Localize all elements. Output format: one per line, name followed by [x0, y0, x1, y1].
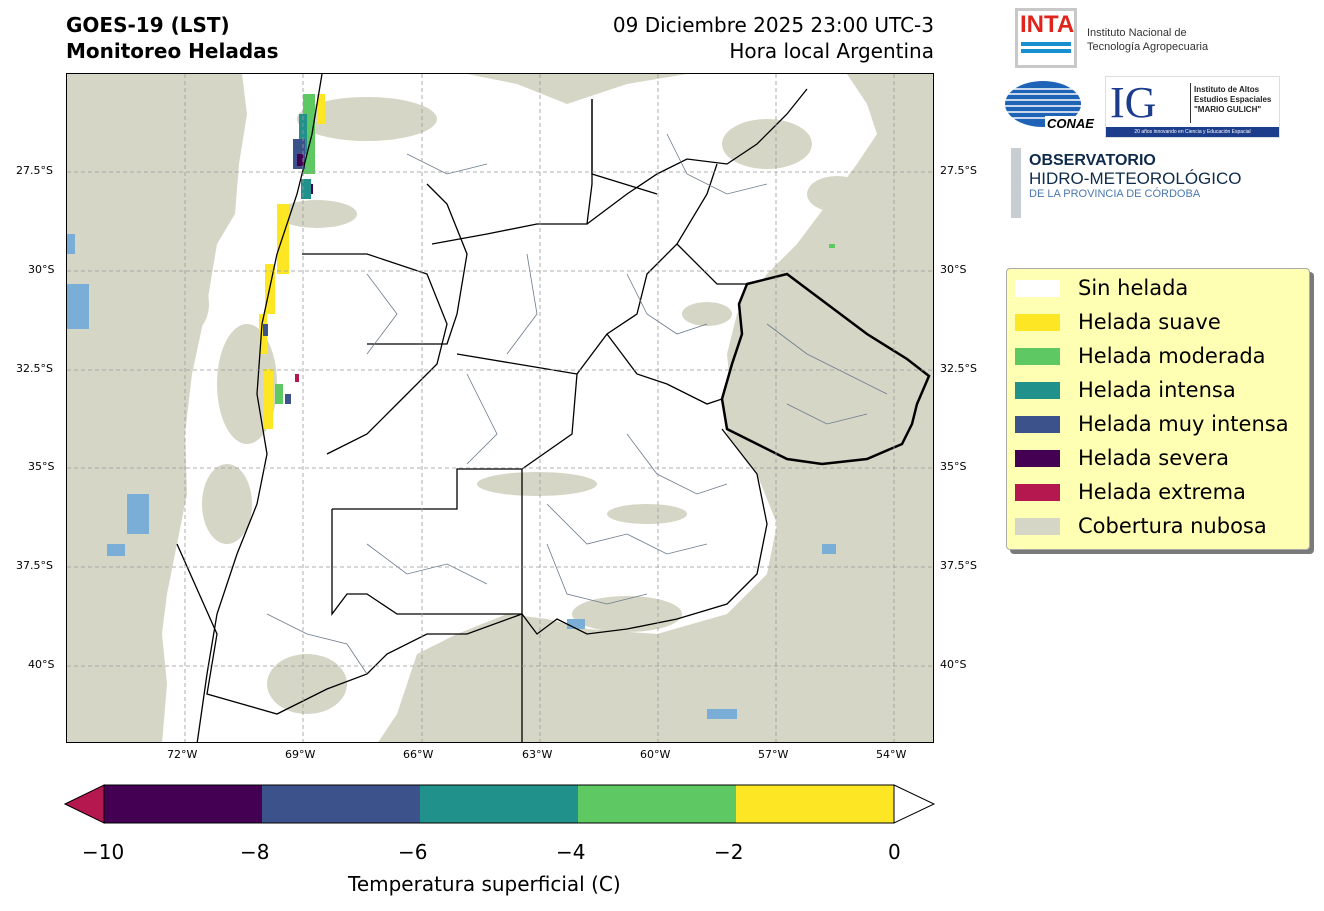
lat-label-left: 27.5°S — [16, 164, 53, 177]
lat-label-right: 40°S — [940, 658, 967, 671]
map-datetime: 09 Diciembre 2025 23:00 UTC-3 Hora local… — [613, 12, 934, 64]
ig-wordmark: IG — [1110, 78, 1157, 127]
colorbar-segment — [736, 785, 894, 823]
inta-name-line2: Tecnología Agropecuaria — [1087, 41, 1209, 53]
colorbar-tick: −8 — [240, 840, 270, 864]
legend-label: Helada moderada — [1078, 344, 1266, 368]
colorbar-segment — [104, 785, 262, 823]
legend-swatch — [1015, 313, 1060, 331]
province-borders — [176, 74, 808, 742]
datetime-line-2: Hora local Argentina — [729, 39, 934, 63]
legend-item: Cobertura nubosa — [1015, 511, 1267, 541]
uruguay-region — [720, 272, 931, 466]
colorbar-tick: 0 — [888, 840, 901, 864]
title-line-2: Monitoreo Heladas — [66, 39, 279, 63]
colorbar-svg — [63, 784, 936, 824]
legend-label: Helada suave — [1078, 310, 1221, 334]
inta-wordmark: INTA — [1020, 11, 1075, 38]
ig-name-line3: "MARIO GULICH" — [1194, 105, 1262, 114]
legend-swatch — [1015, 415, 1060, 433]
legend-item: Helada intensa — [1015, 375, 1236, 405]
frost-legend: Sin helada Helada suave Helada moderada … — [1006, 268, 1310, 550]
legend-item: Helada suave — [1015, 307, 1221, 337]
datetime-line-1: 09 Diciembre 2025 23:00 UTC-3 — [612, 13, 934, 37]
lat-label-left: 37.5°S — [16, 559, 53, 572]
legend-swatch — [1015, 347, 1060, 365]
legend-item: Helada severa — [1015, 443, 1229, 473]
lon-label: 54°W — [876, 748, 907, 761]
legend-swatch — [1015, 517, 1060, 535]
legend-swatch — [1015, 449, 1060, 467]
lat-label-right: 30°S — [940, 263, 967, 276]
lat-label-right: 37.5°S — [940, 559, 977, 572]
inta-name-line1: Instituto Nacional de — [1087, 27, 1187, 39]
colorbar-over-arrow — [893, 784, 936, 824]
legend-swatch — [1015, 483, 1060, 501]
clear-land-area — [162, 74, 877, 742]
legend-item: Helada extrema — [1015, 477, 1246, 507]
lat-label-right: 35°S — [940, 460, 967, 473]
frost-map — [66, 73, 934, 743]
lon-label: 69°W — [285, 748, 316, 761]
legend-label: Helada extrema — [1078, 480, 1246, 504]
colorbar — [63, 782, 936, 828]
lat-label-left: 40°S — [28, 658, 55, 671]
ig-logo: IG Instituto de Altos Estudios Espaciale… — [1105, 76, 1280, 138]
legend-item: Helada moderada — [1015, 341, 1266, 371]
lon-label: 60°W — [640, 748, 671, 761]
colorbar-under-arrow — [63, 784, 105, 824]
legend-label: Cobertura nubosa — [1078, 514, 1267, 538]
colorbar-segment — [420, 785, 578, 823]
legend-label: Helada intensa — [1078, 378, 1236, 402]
colorbar-tick: −2 — [714, 840, 744, 864]
lat-label-left: 32.5°S — [16, 362, 53, 375]
water-bodies — [67, 234, 836, 719]
inta-name: Instituto Nacional de Tecnología Agropec… — [1087, 26, 1208, 54]
lon-label: 63°W — [522, 748, 553, 761]
logo-block: INTA Instituto Nacional de Tecnología Ag… — [1005, 8, 1315, 218]
ig-name-line1: Instituto de Altos — [1194, 85, 1260, 94]
observatorio-logo: OBSERVATORIO HIDRO-METEOROLÓGICO DE LA P… — [1029, 152, 1242, 200]
colorbar-tick: −10 — [82, 840, 125, 864]
colorbar-segment — [262, 785, 420, 823]
lat-label-right: 32.5°S — [940, 362, 977, 375]
obs-line-3: DE LA PROVINCIA DE CÓRDOBA — [1029, 188, 1201, 200]
ig-name-line2: Estudios Espaciales — [1194, 95, 1272, 104]
lat-label-left: 30°S — [28, 263, 55, 276]
legend-label: Sin helada — [1078, 276, 1189, 300]
lon-label: 66°W — [403, 748, 434, 761]
title-line-1: GOES-19 (LST) — [66, 13, 230, 37]
legend-item: Helada muy intensa — [1015, 409, 1289, 439]
map-title: GOES-19 (LST) Monitoreo Heladas — [66, 12, 279, 64]
conae-globe-icon — [1005, 81, 1081, 127]
graticule — [67, 74, 933, 742]
obs-line-1: OBSERVATORIO — [1029, 152, 1156, 169]
lat-label-right: 27.5°S — [940, 164, 977, 177]
map-svg — [67, 74, 933, 742]
colorbar-tick: −4 — [556, 840, 586, 864]
colorbar-segment — [578, 785, 736, 823]
ig-tagline: 20 años innovando en Ciencia y Educación… — [1106, 127, 1279, 137]
colorbar-title: Temperatura superficial (C) — [348, 872, 621, 896]
colorbar-tick: −6 — [398, 840, 428, 864]
ig-name: Instituto de Altos Estudios Espaciales "… — [1194, 85, 1271, 115]
legend-label: Helada severa — [1078, 446, 1229, 470]
department-borders — [266, 133, 888, 675]
conae-wordmark: CONAE — [1045, 116, 1096, 131]
inta-logo: INTA — [1015, 8, 1077, 68]
legend-swatch — [1015, 381, 1060, 399]
legend-item: Sin helada — [1015, 273, 1188, 303]
obs-bar — [1011, 148, 1021, 218]
legend-swatch — [1015, 279, 1060, 297]
obs-line-2: HIDRO-METEOROLÓGICO — [1029, 169, 1242, 188]
conae-logo: CONAE — [1005, 80, 1096, 132]
legend-label: Helada muy intensa — [1078, 412, 1289, 436]
lon-label: 57°W — [758, 748, 789, 761]
lon-label: 72°W — [167, 748, 198, 761]
lat-label-left: 35°S — [28, 460, 55, 473]
